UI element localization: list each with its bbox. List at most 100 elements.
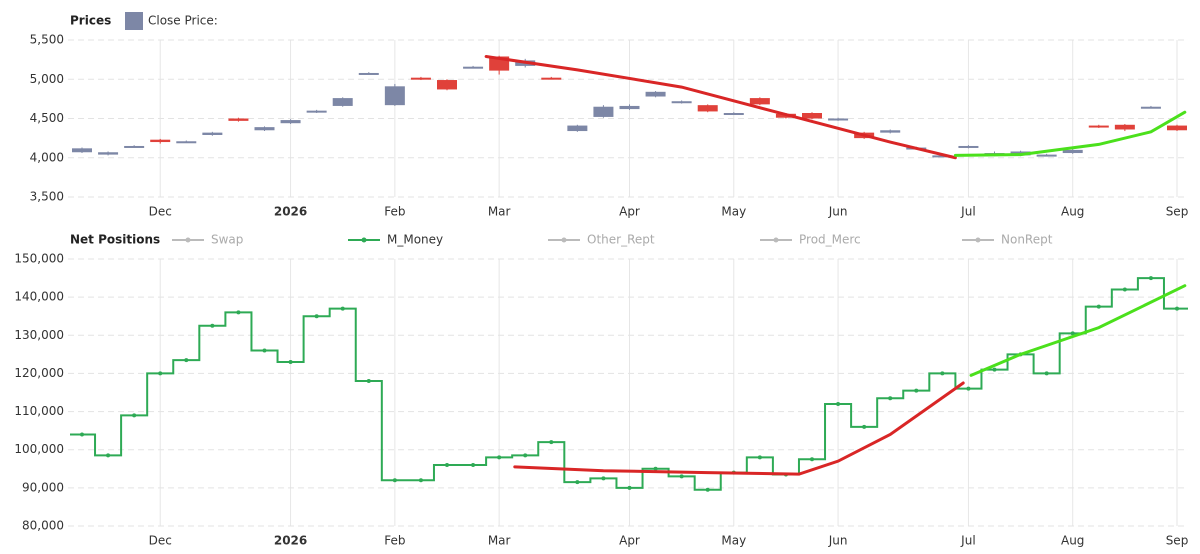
point xyxy=(940,371,945,376)
legend-marker[interactable] xyxy=(361,237,367,243)
point xyxy=(1175,306,1179,311)
candle-body xyxy=(150,139,171,143)
trend-line xyxy=(484,54,957,160)
x-tick-label: Jul xyxy=(960,205,975,219)
legend-swatch xyxy=(125,12,143,30)
x-tick-label: Feb xyxy=(384,534,405,548)
point xyxy=(862,424,867,429)
point xyxy=(236,310,241,315)
point xyxy=(106,453,111,458)
candle-body xyxy=(410,77,431,80)
candle-body xyxy=(828,118,849,121)
candle-body xyxy=(463,66,484,69)
candle-body xyxy=(1062,149,1083,154)
legend-label[interactable]: M_Money xyxy=(387,233,443,247)
candle-body xyxy=(1036,154,1057,157)
candle-body xyxy=(254,127,275,131)
step-line xyxy=(70,277,1188,491)
x-tick-label: Mar xyxy=(488,534,511,548)
candle-body xyxy=(124,145,145,148)
point xyxy=(1148,276,1153,281)
y-tick-label: 150,000 xyxy=(14,252,64,266)
x-tick-label: Dec xyxy=(149,205,172,219)
x-tick-label: Apr xyxy=(619,205,640,219)
point xyxy=(523,453,528,458)
point xyxy=(679,474,684,479)
candle-body xyxy=(98,152,119,155)
x-tick-label: Aug xyxy=(1061,205,1084,219)
point xyxy=(1122,287,1127,292)
legend-label[interactable]: Swap xyxy=(211,233,243,247)
point xyxy=(158,371,163,376)
point xyxy=(1096,304,1101,309)
point xyxy=(314,314,319,319)
candle-body xyxy=(332,98,353,106)
y-tick-label: 120,000 xyxy=(14,366,64,380)
trend-line xyxy=(969,284,1187,377)
legend-marker[interactable] xyxy=(561,237,567,243)
x-tick-label: Dec xyxy=(149,534,172,548)
x-tick-label: 2026 xyxy=(274,205,307,219)
point xyxy=(627,485,632,490)
x-tick-label: Jul xyxy=(960,534,975,548)
y-tick-label: 110,000 xyxy=(14,404,64,418)
point xyxy=(210,323,215,328)
y-tick-label: 100,000 xyxy=(14,442,64,456)
x-tick-label: Sep xyxy=(1166,205,1189,219)
point xyxy=(575,480,580,485)
candle-body xyxy=(567,125,588,132)
point xyxy=(392,478,397,483)
x-tick-label: Jun xyxy=(828,205,848,219)
candle-body xyxy=(437,80,457,90)
point xyxy=(262,348,267,353)
point xyxy=(966,386,971,391)
x-tick-label: Apr xyxy=(619,534,640,548)
legend-label[interactable]: Prod_Merc xyxy=(799,233,861,247)
point xyxy=(601,476,606,481)
legend-marker[interactable] xyxy=(185,237,191,243)
x-tick-label: Aug xyxy=(1061,534,1084,548)
candle-body xyxy=(802,113,822,119)
point xyxy=(366,379,371,384)
candle-body xyxy=(358,72,379,75)
legend-marker[interactable] xyxy=(773,237,779,243)
x-tick-label: May xyxy=(721,534,746,548)
point xyxy=(836,401,841,406)
point xyxy=(992,367,997,372)
candle-body xyxy=(1140,106,1161,109)
point xyxy=(80,432,84,437)
y-tick-label: 140,000 xyxy=(14,290,64,304)
point xyxy=(888,396,893,401)
candle-body xyxy=(280,120,301,124)
point xyxy=(705,487,710,492)
candle-body xyxy=(619,105,640,110)
y-tick-label: 5,000 xyxy=(30,72,64,86)
candle-body xyxy=(306,110,327,113)
point xyxy=(549,440,554,445)
candle-body xyxy=(932,155,953,158)
y-tick-label: 4,000 xyxy=(30,150,64,164)
candle-body xyxy=(958,145,979,148)
candle-body xyxy=(749,98,770,105)
legend-label: Close Price: xyxy=(148,14,218,28)
y-tick-label: 90,000 xyxy=(22,480,64,494)
x-tick-label: Jun xyxy=(828,534,848,548)
legend-marker[interactable] xyxy=(975,237,981,243)
candle-body xyxy=(176,141,197,144)
y-tick-label: 80,000 xyxy=(22,519,64,533)
trend-line xyxy=(953,110,1187,157)
x-tick-label: Feb xyxy=(384,205,405,219)
candle-body xyxy=(593,106,614,117)
candle-body xyxy=(671,101,692,104)
point xyxy=(1070,331,1075,336)
candle-body xyxy=(228,118,249,121)
point xyxy=(445,462,449,467)
candle-body xyxy=(880,130,901,133)
legend-label[interactable]: NonRept xyxy=(1001,233,1053,247)
point xyxy=(497,455,502,460)
legend-label[interactable]: Other_Rept xyxy=(587,233,655,247)
candle-body xyxy=(645,91,666,97)
point xyxy=(810,457,814,462)
panel-title: Net Positions xyxy=(70,233,160,247)
